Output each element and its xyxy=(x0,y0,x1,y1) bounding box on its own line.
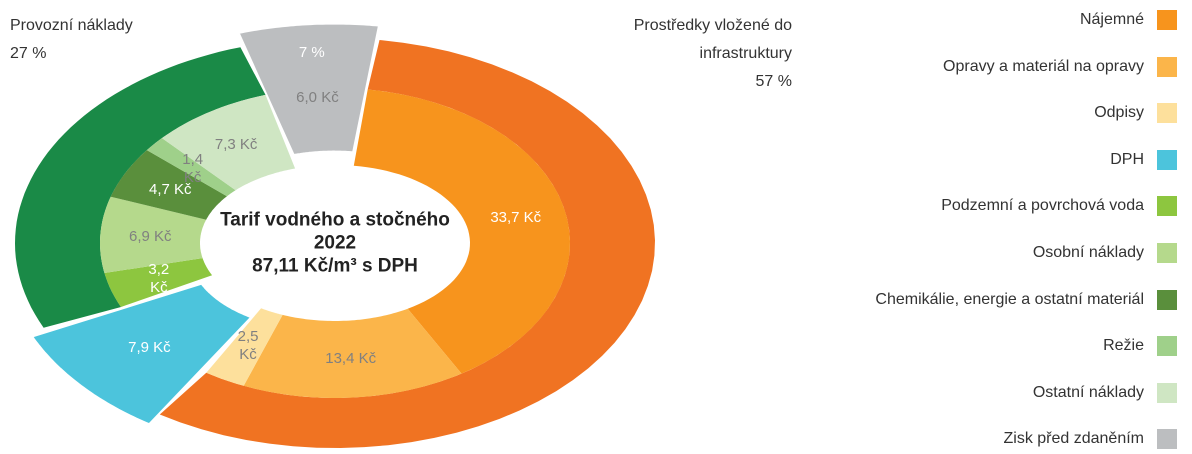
legend-swatch xyxy=(1157,56,1177,77)
chart-title: Tarif vodného a stočného xyxy=(220,209,450,231)
legend-label: Odpisy xyxy=(1094,104,1144,122)
group-value-label: 27 % xyxy=(10,45,47,62)
segment xyxy=(100,196,207,273)
legend-swatch xyxy=(1157,382,1177,403)
legend-swatch xyxy=(1157,149,1177,170)
segment xyxy=(110,150,227,220)
group-name: Prostředky vložené do infrastruktury xyxy=(633,17,792,62)
segment-label: 13,4 Kč xyxy=(325,350,377,368)
legend-label: Ostatní náklady xyxy=(1032,383,1144,401)
legend-swatch xyxy=(1157,103,1177,124)
group-ring xyxy=(15,47,266,328)
segment-label: 6,9 Kč xyxy=(129,227,172,245)
segment xyxy=(206,308,283,386)
legend-label: Zisk před zdaněním xyxy=(1003,430,1144,448)
segment xyxy=(243,308,462,398)
segment xyxy=(238,23,380,156)
group-label: Provozní náklady 27 % xyxy=(10,12,133,68)
segment-label: 33,7 Kč xyxy=(490,209,542,227)
legend-label: Režie xyxy=(1103,337,1144,355)
legend-label: Podzemní a povrchová voda xyxy=(941,197,1144,215)
segment xyxy=(104,258,213,307)
legend-swatch xyxy=(1157,196,1177,217)
group-name: Provozní náklady xyxy=(10,17,133,34)
group-ring xyxy=(159,40,656,448)
legend-label: Osobní náklady xyxy=(1032,244,1144,261)
segment-label: 1,4 Kč xyxy=(182,150,204,186)
legend-label: Chemikálie, energie a ostatní materiál xyxy=(875,290,1144,308)
legend-label: DPH xyxy=(1110,150,1144,168)
segment-label: 7,9 Kč xyxy=(128,339,171,357)
segment xyxy=(146,138,236,197)
segment-label: 3,2 Kč xyxy=(148,260,170,296)
segment xyxy=(162,94,296,191)
center-label: Tarif vodného a stočného 2022 87,11 Kč/m… xyxy=(220,209,450,278)
group-value-label: 7 % xyxy=(298,44,325,62)
legend-label: Opravy a materiál na opravy xyxy=(943,57,1144,75)
legend-swatch xyxy=(1157,243,1177,263)
legend-swatch xyxy=(1157,10,1177,30)
segment-label: 2,5 Kč xyxy=(237,327,259,363)
group-label: Prostředky vložené do infrastruktury 57 % xyxy=(602,12,792,96)
segment xyxy=(32,283,252,425)
legend-label: Nájemné xyxy=(1079,11,1144,28)
segment-label: 4,7 Kč xyxy=(149,180,192,198)
group-value-label: 57 % xyxy=(755,73,792,90)
chart-year: 2022 xyxy=(313,232,357,254)
chart-subtitle: 87,11 Kč/m³ s DPH xyxy=(252,255,418,277)
legend-swatch xyxy=(1157,336,1177,357)
legend-swatch xyxy=(1157,429,1177,450)
segment-label: 7,3 Kč xyxy=(214,135,258,153)
segment-label: 6,0 Kč xyxy=(296,89,339,107)
legend-swatch xyxy=(1157,289,1177,310)
segment xyxy=(353,89,570,374)
